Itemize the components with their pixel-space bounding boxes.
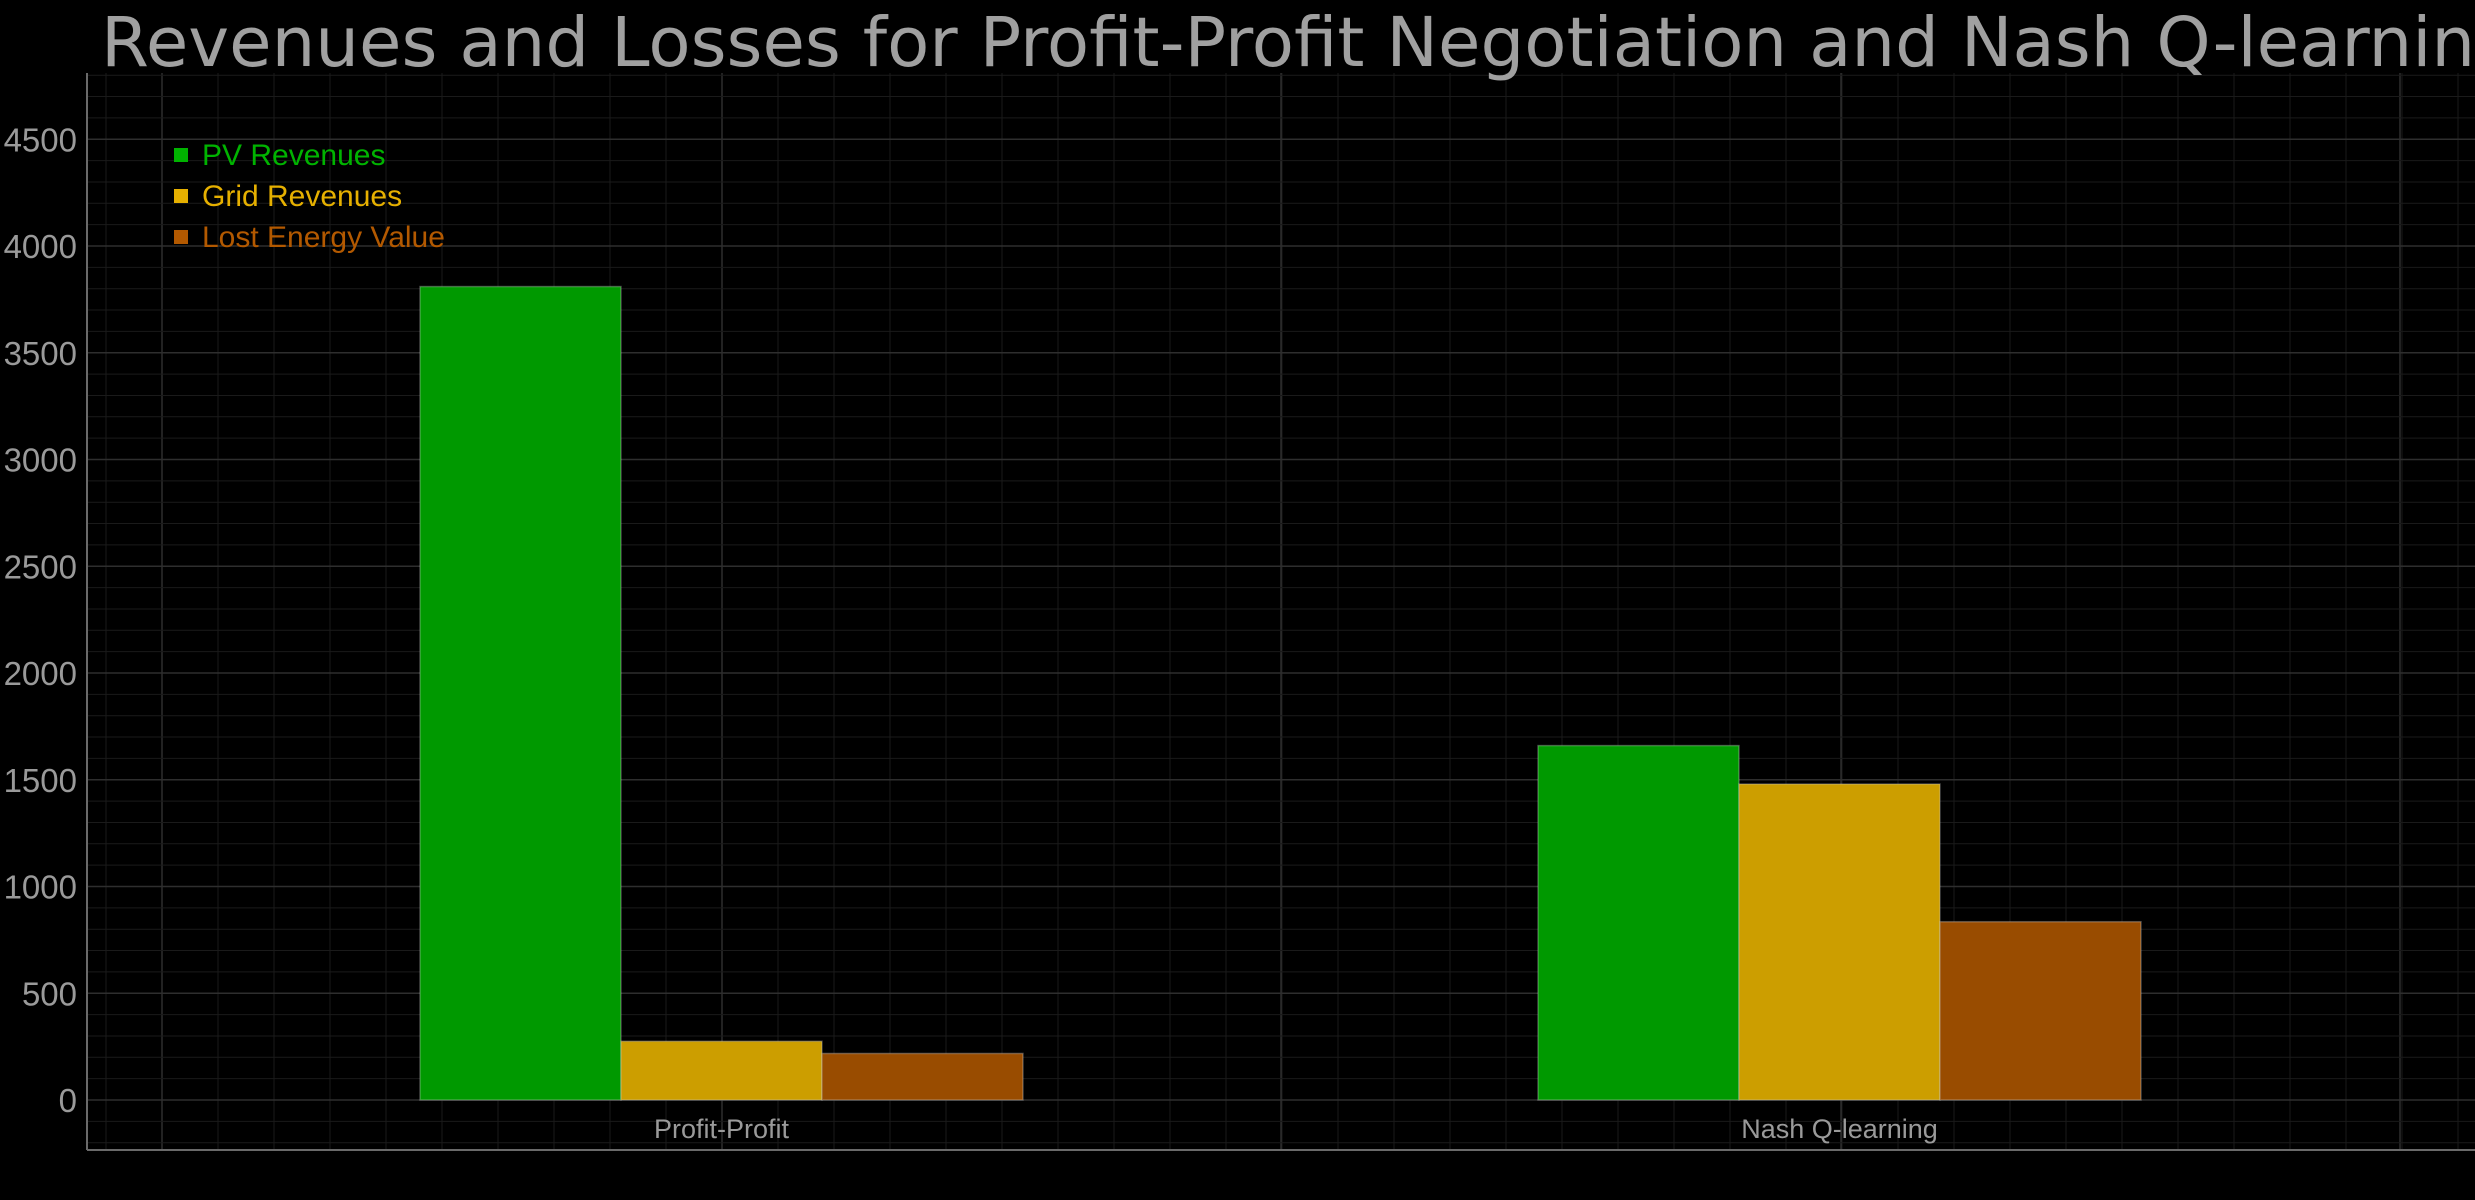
x-category-label: Nash Q-learning	[1741, 1114, 1938, 1144]
tick-labels: 0 500 1000 1500 2000 2500 3000 3500 4000 4500 Prof…	[4, 121, 1938, 1144]
legend-label: PV Revenues	[202, 139, 385, 172]
y-tick-label: 1000	[4, 869, 77, 906]
y-tick-label: 2500	[4, 548, 77, 585]
chart-title: Revenues and Losses for Profit-Profit Ne…	[101, 3, 2475, 83]
bar-grid-revenues-nash-q-learning	[1738, 783, 1941, 1101]
legend-label: Lost Energy Value	[202, 221, 445, 254]
legend: PV Revenues Grid Revenues Lost Energy Valu…	[174, 139, 445, 254]
legend-swatch	[174, 148, 188, 162]
y-tick-label: 0	[59, 1082, 77, 1119]
bar-lost-energy-value-nash-q-learning	[1939, 920, 2142, 1101]
legend-swatch	[174, 189, 188, 203]
y-tick-label: 4000	[4, 228, 77, 265]
bar-pv-revenues-profit-profit	[419, 285, 622, 1101]
y-tick-label: 3500	[4, 335, 77, 372]
y-tick-label: 2000	[4, 655, 77, 692]
bar-grid-revenues-profit-profit	[620, 1040, 823, 1101]
y-tick-label: 4500	[4, 121, 77, 158]
legend-label: Grid Revenues	[202, 180, 402, 213]
x-category-label: Profit-Profit	[654, 1114, 790, 1144]
y-tick-label: 3000	[4, 442, 77, 479]
bars	[419, 285, 2142, 1101]
legend-swatch	[174, 230, 188, 244]
bar-lost-energy-value-profit-profit	[821, 1052, 1024, 1101]
axes	[86, 73, 2475, 1151]
y-tick-label: 1500	[4, 762, 77, 799]
y-tick-label: 500	[22, 975, 77, 1012]
bar-pv-revenues-nash-q-learning	[1537, 744, 1740, 1101]
